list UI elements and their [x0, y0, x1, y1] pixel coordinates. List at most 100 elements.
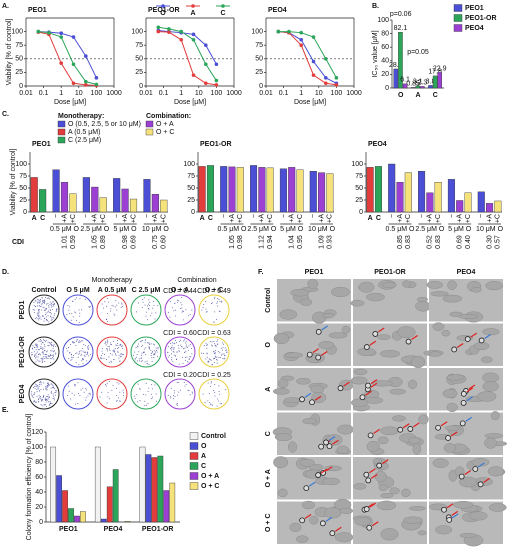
colony [148, 363, 150, 365]
arrow [369, 468, 376, 474]
cdi-value: 1.12 [259, 235, 266, 249]
colony [37, 349, 39, 351]
colony [209, 385, 211, 387]
colony [138, 360, 140, 362]
colony [47, 355, 49, 357]
colony [201, 309, 203, 311]
legend-swatch [453, 14, 463, 22]
bar [477, 191, 485, 213]
cell [322, 477, 340, 486]
bar [145, 454, 152, 523]
colony [54, 392, 56, 394]
cell [471, 286, 482, 293]
legend-label: PEO1 [465, 5, 484, 12]
colony [39, 381, 41, 383]
colony [155, 312, 157, 314]
colony [218, 310, 220, 312]
colony [149, 343, 151, 345]
colony [38, 309, 40, 311]
colony [143, 348, 145, 350]
colony [44, 387, 46, 389]
colony [106, 341, 108, 343]
colony [219, 300, 221, 302]
colony [41, 297, 43, 299]
colony [122, 389, 124, 391]
data-point [311, 35, 316, 39]
colony [35, 345, 37, 347]
colony [206, 344, 208, 346]
bar [279, 168, 287, 213]
series-line [38, 31, 97, 85]
colony [45, 397, 47, 399]
colony [154, 353, 156, 355]
colony [47, 341, 49, 343]
colony [175, 339, 177, 341]
round-cell [337, 385, 344, 392]
colony [215, 356, 217, 358]
colony [52, 347, 54, 349]
bar [82, 177, 90, 213]
colony [41, 340, 43, 342]
annotation: p=0.06 [390, 11, 412, 18]
y-tick-label: 0 [385, 85, 389, 92]
colony [75, 353, 77, 355]
colony [71, 313, 73, 315]
value-label: 17.8 [428, 69, 442, 76]
legend-label: PEO4 [465, 25, 484, 32]
cell [435, 525, 453, 535]
bar [121, 188, 129, 213]
bar [374, 166, 382, 213]
colony [33, 301, 35, 303]
colony [150, 355, 152, 357]
colony [218, 390, 220, 392]
round-cell [405, 338, 412, 345]
row-label: PEO1-OR [19, 336, 26, 368]
colony [74, 383, 76, 385]
colony [153, 305, 155, 307]
colony [69, 344, 71, 346]
colony [150, 353, 152, 355]
colony [118, 347, 120, 349]
colony [47, 303, 49, 305]
x-tick-label: PEO4 [104, 526, 123, 533]
colony [50, 392, 52, 394]
colony [113, 350, 115, 352]
colony [169, 316, 171, 318]
cdi-value: 0.69 [130, 235, 137, 249]
colony [106, 383, 108, 385]
colony [207, 382, 209, 384]
colony [182, 362, 184, 364]
colony [37, 388, 39, 390]
colony [69, 351, 71, 353]
colony [144, 304, 146, 306]
colony [79, 298, 81, 300]
colony [134, 397, 136, 399]
colony [84, 298, 86, 300]
cell [469, 511, 488, 521]
y-tick-label: 25 [355, 197, 363, 204]
cell [307, 278, 319, 289]
colony [111, 361, 113, 363]
data-point [84, 83, 88, 87]
colony [217, 339, 219, 341]
colony [48, 321, 50, 323]
colony [120, 302, 122, 304]
x-tick-label: +A [427, 214, 434, 223]
colony [99, 396, 101, 398]
colony [53, 317, 55, 319]
colony [219, 403, 221, 405]
colony [206, 347, 208, 349]
colony [150, 343, 152, 345]
cdi-value: 0.85 [397, 235, 404, 249]
colony [188, 315, 190, 317]
colony [43, 382, 45, 384]
data-point [71, 62, 76, 67]
data-point [191, 37, 196, 42]
colony [37, 399, 39, 401]
colony [78, 341, 80, 343]
group-label: 2.5 μM O [80, 226, 109, 233]
colony [191, 353, 193, 355]
colony [31, 347, 33, 349]
colony [68, 385, 70, 387]
colony [153, 350, 155, 352]
